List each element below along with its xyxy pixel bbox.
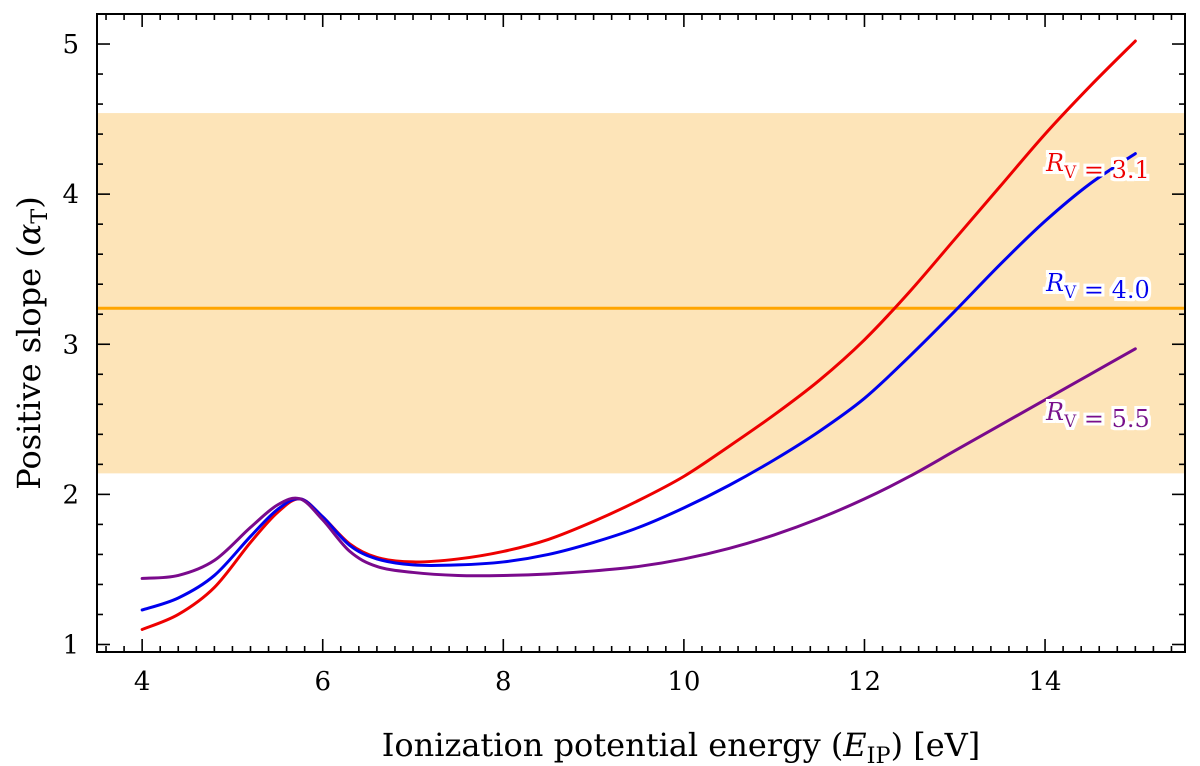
plot-frame xyxy=(96,13,1186,653)
x-tick-label: 12 xyxy=(848,667,881,697)
series-label-1: RV = 4.0 xyxy=(1045,269,1150,304)
x-tick-label: 4 xyxy=(134,667,151,697)
series-line-1 xyxy=(140,152,1137,612)
y-tick-label: 1 xyxy=(62,630,79,660)
y-tick-label: 5 xyxy=(62,30,79,60)
x-tick-label: 6 xyxy=(314,667,331,697)
y-axis-label: Positive slope (αT) xyxy=(10,196,53,489)
series-line-2 xyxy=(140,347,1137,580)
x-axis-label: Ionization potential energy (EIP) [eV] xyxy=(382,726,981,766)
y-tick-label: 4 xyxy=(62,180,79,210)
y-tick-label: 3 xyxy=(62,330,79,360)
x-tick-label: 8 xyxy=(495,667,512,697)
x-tick-label: 14 xyxy=(1029,667,1062,697)
uncertainty-band xyxy=(97,113,1185,474)
series-label-0: RV = 3.1 xyxy=(1045,149,1150,184)
series-line-0 xyxy=(140,39,1137,631)
x-tick-label: 10 xyxy=(667,667,700,697)
series-label-2: RV = 5.5 xyxy=(1045,398,1150,433)
y-tick-label: 2 xyxy=(62,480,79,510)
